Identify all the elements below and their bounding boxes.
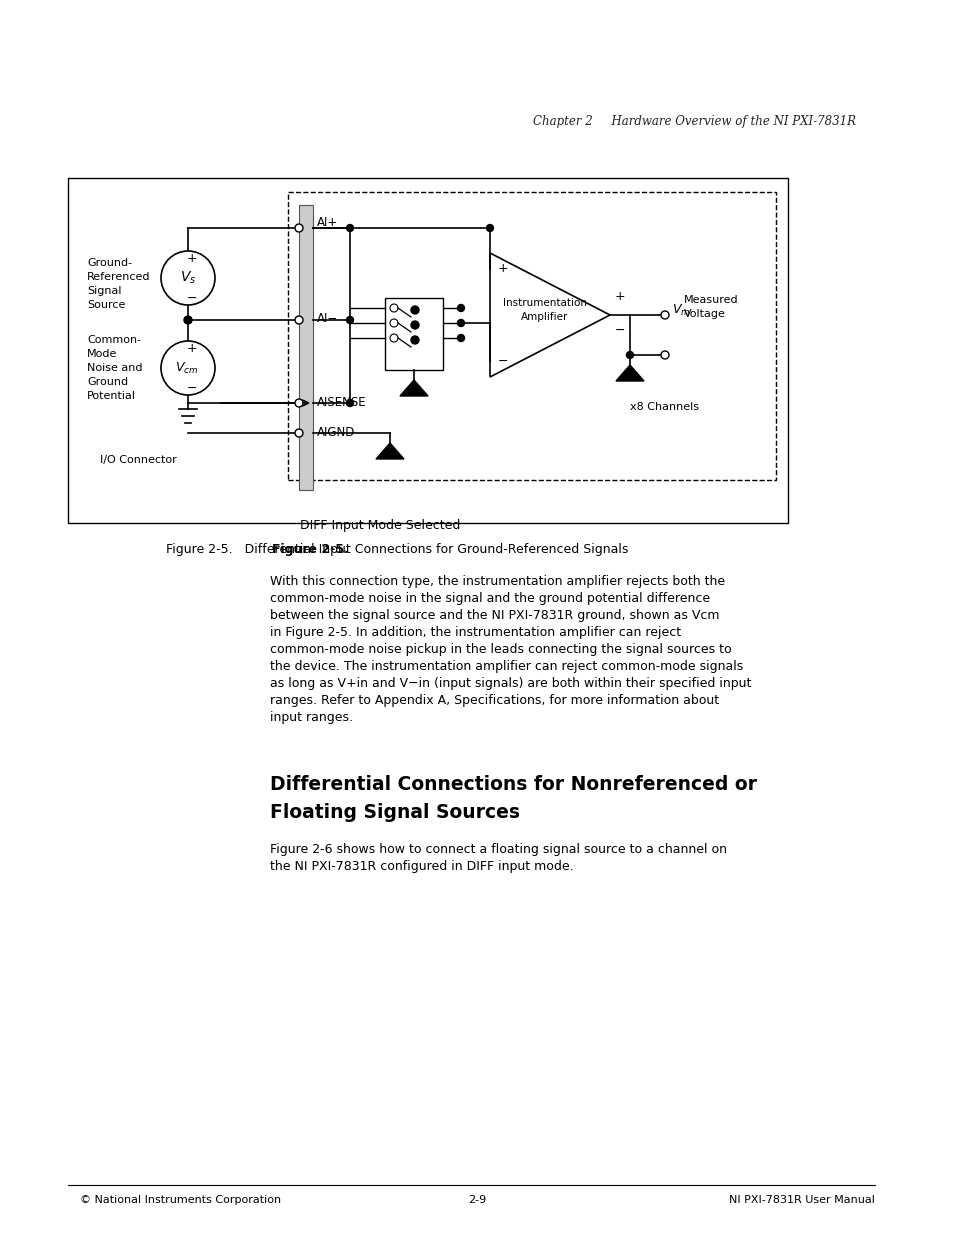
Bar xyxy=(288,191,775,480)
Text: common-mode noise in the signal and the ground potential difference: common-mode noise in the signal and the … xyxy=(270,592,709,605)
Text: 2-9: 2-9 xyxy=(467,1195,486,1205)
Bar xyxy=(298,205,313,490)
Circle shape xyxy=(184,316,192,324)
Circle shape xyxy=(390,304,397,312)
Circle shape xyxy=(294,316,303,324)
Text: $V_s$: $V_s$ xyxy=(179,269,196,287)
Text: as long as V+in and V−in (input signals) are both within their specified input: as long as V+in and V−in (input signals)… xyxy=(270,677,751,690)
Circle shape xyxy=(294,429,303,437)
Text: Differential Connections for Nonreferenced or: Differential Connections for Nonreferenc… xyxy=(270,776,757,794)
Circle shape xyxy=(457,320,464,326)
Text: x8 Channels: x8 Channels xyxy=(630,403,699,412)
Text: common-mode noise pickup in the leads connecting the signal sources to: common-mode noise pickup in the leads co… xyxy=(270,643,731,656)
Circle shape xyxy=(390,319,397,327)
Text: the NI PXI-7831R configured in DIFF input mode.: the NI PXI-7831R configured in DIFF inpu… xyxy=(270,860,573,873)
Text: −: − xyxy=(187,382,197,394)
Text: Figure 2-5.: Figure 2-5. xyxy=(272,543,349,557)
Circle shape xyxy=(161,251,214,305)
Text: between the signal source and the NI PXI-7831R ground, shown as Vcm: between the signal source and the NI PXI… xyxy=(270,609,719,622)
Circle shape xyxy=(346,399,354,406)
Circle shape xyxy=(294,399,303,408)
Text: Common-
Mode
Noise and
Ground
Potential: Common- Mode Noise and Ground Potential xyxy=(87,335,142,401)
Circle shape xyxy=(294,224,303,232)
Circle shape xyxy=(390,333,397,342)
Text: Figure 2-6 shows how to connect a floating signal source to a channel on: Figure 2-6 shows how to connect a floati… xyxy=(270,844,726,856)
Text: ranges. Refer to Appendix A, Specifications, for more information about: ranges. Refer to Appendix A, Specificati… xyxy=(270,694,719,706)
Bar xyxy=(385,298,442,370)
Text: +: + xyxy=(615,290,625,304)
Text: AI−: AI− xyxy=(316,311,338,325)
Text: AI+: AI+ xyxy=(316,215,338,228)
Circle shape xyxy=(346,225,354,231)
Text: −: − xyxy=(187,291,197,305)
Text: Measured
Voltage: Measured Voltage xyxy=(683,295,738,319)
Text: Ground-
Referenced
Signal
Source: Ground- Referenced Signal Source xyxy=(87,258,151,310)
Text: −: − xyxy=(615,324,625,336)
Text: DIFF Input Mode Selected: DIFF Input Mode Selected xyxy=(299,519,459,531)
Polygon shape xyxy=(399,380,428,396)
Text: $V_m$: $V_m$ xyxy=(671,303,690,317)
Text: −: − xyxy=(497,354,508,368)
Text: Instrumentation
Amplifier: Instrumentation Amplifier xyxy=(502,298,586,322)
Text: I/O Connector: I/O Connector xyxy=(99,454,176,466)
Circle shape xyxy=(486,225,493,231)
Bar xyxy=(68,178,787,522)
Circle shape xyxy=(411,321,418,329)
Text: in Figure 2-5. In addition, the instrumentation amplifier can reject: in Figure 2-5. In addition, the instrume… xyxy=(270,626,680,638)
Circle shape xyxy=(411,336,418,345)
Text: © National Instruments Corporation: © National Instruments Corporation xyxy=(80,1195,281,1205)
Text: AISENSE: AISENSE xyxy=(316,395,366,409)
Text: the device. The instrumentation amplifier can reject common-mode signals: the device. The instrumentation amplifie… xyxy=(270,659,742,673)
Text: +: + xyxy=(187,342,197,354)
Circle shape xyxy=(457,335,464,342)
Circle shape xyxy=(457,305,464,311)
Circle shape xyxy=(660,311,668,319)
Text: input ranges.: input ranges. xyxy=(270,711,353,724)
Circle shape xyxy=(626,352,633,358)
Text: NI PXI-7831R User Manual: NI PXI-7831R User Manual xyxy=(728,1195,874,1205)
Circle shape xyxy=(346,316,354,324)
Text: AIGND: AIGND xyxy=(316,426,355,438)
Text: With this connection type, the instrumentation amplifier rejects both the: With this connection type, the instrumen… xyxy=(270,576,724,588)
Circle shape xyxy=(660,351,668,359)
Circle shape xyxy=(411,306,418,314)
Text: Floating Signal Sources: Floating Signal Sources xyxy=(270,803,519,823)
Text: +: + xyxy=(497,263,508,275)
Text: Chapter 2     Hardware Overview of the NI PXI-7831R: Chapter 2 Hardware Overview of the NI PX… xyxy=(533,116,856,128)
Polygon shape xyxy=(616,366,643,382)
Text: +: + xyxy=(187,252,197,264)
Polygon shape xyxy=(375,443,403,459)
Text: $V_{cm}$: $V_{cm}$ xyxy=(175,361,198,375)
Text: Figure 2-5.   Differential Input Connections for Ground-Referenced Signals: Figure 2-5. Differential Input Connectio… xyxy=(166,543,627,557)
Polygon shape xyxy=(490,253,609,377)
Circle shape xyxy=(161,341,214,395)
